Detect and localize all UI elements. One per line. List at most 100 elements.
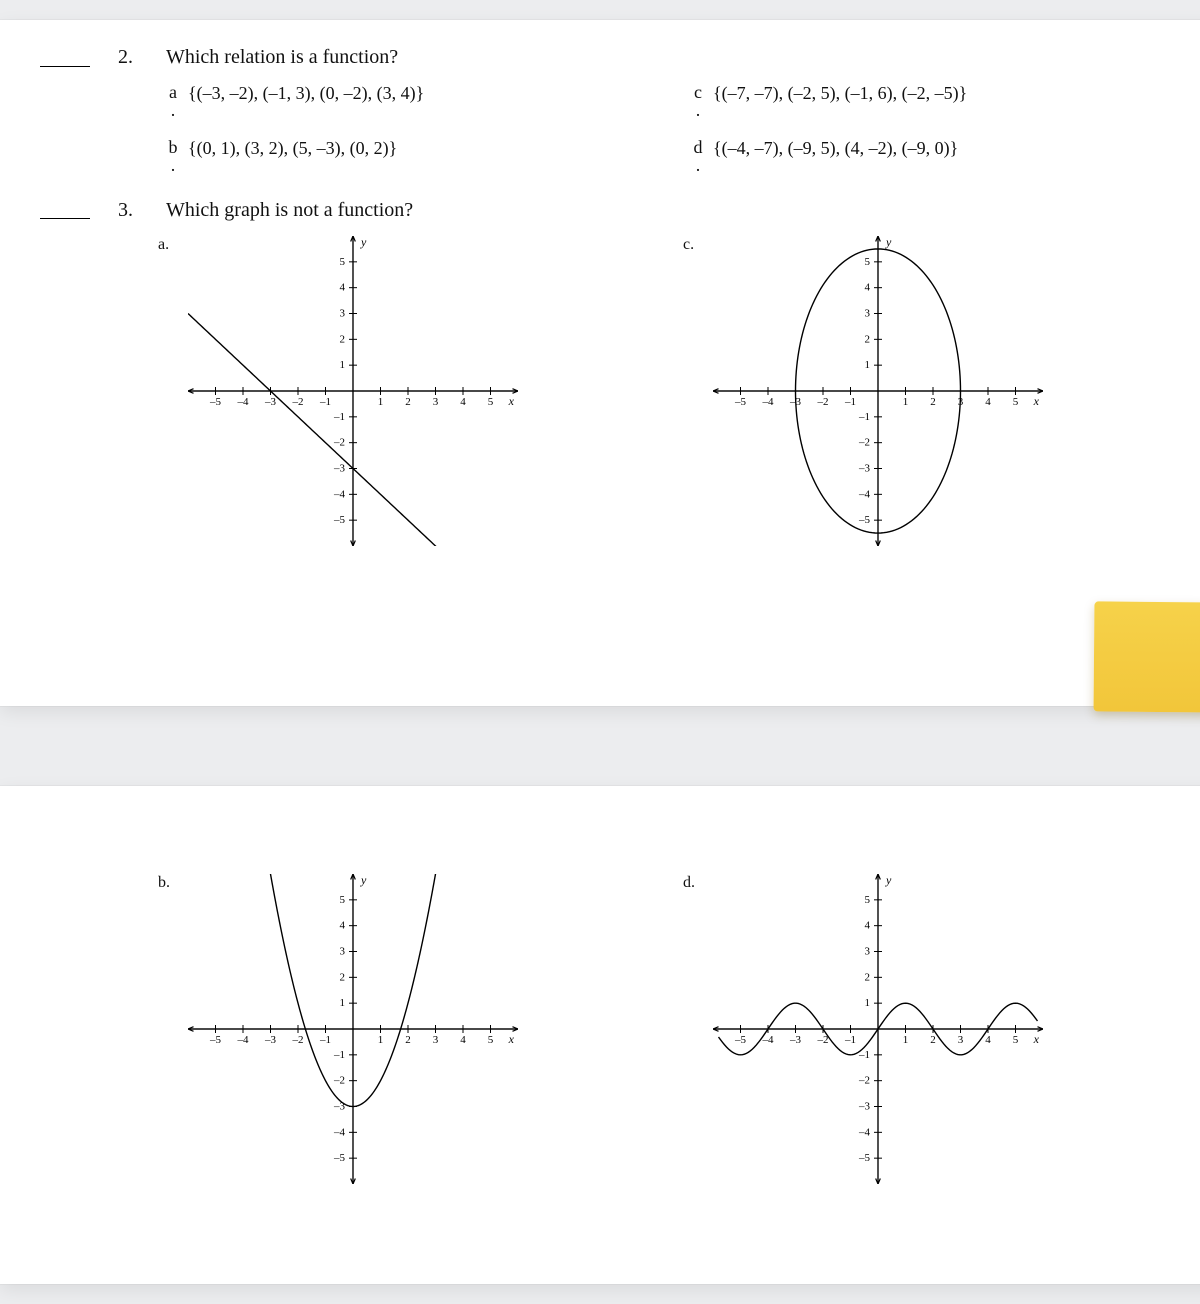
svg-text:2: 2 xyxy=(865,333,871,345)
choice-letter: d xyxy=(683,874,691,891)
svg-text:3: 3 xyxy=(340,307,346,319)
svg-text:–4: –4 xyxy=(237,1034,250,1046)
choice-letter: b xyxy=(169,138,178,156)
q2-choices: a. {(–3, –2), (–1, 3), (0, –2), (3, 4)} … xyxy=(158,83,1160,171)
choice-letter: d xyxy=(694,138,703,156)
svg-text:3: 3 xyxy=(340,945,346,957)
svg-text:1: 1 xyxy=(340,997,346,1009)
choice-value: {(–7, –7), (–2, 5), (–1, 6), (–2, –5)} xyxy=(713,83,1160,104)
q3-text: Which graph is not a function? xyxy=(166,199,1160,222)
graph-a: –5–4–3–2–112345–5–4–3–2–112345xy xyxy=(188,236,518,546)
svg-text:2: 2 xyxy=(930,1034,936,1046)
svg-text:–2: –2 xyxy=(333,1074,345,1086)
q3-choice-b[interactable]: b. –5–4–3–2–112345–5–4–3–2–112345xy xyxy=(158,874,635,1184)
dot-icon: . xyxy=(171,160,176,171)
svg-text:–4: –4 xyxy=(333,1126,346,1138)
svg-text:–2: –2 xyxy=(817,1034,829,1046)
svg-text:–1: –1 xyxy=(319,396,331,408)
q3-choices-row2: b. –5 –4 –3 –2 –1 1 2 3 4 5 –5 –4 –3 –2 –1 1 2 3 4 5 x y d. –… xyxy=(158,874,1160,1184)
q2-text: Which relation is a function? xyxy=(166,46,1160,69)
svg-text:1: 1 xyxy=(865,359,871,371)
svg-text:5: 5 xyxy=(865,255,871,267)
graph-d: –5–4–3–2–112345–5–4–3–2–112345xy xyxy=(713,874,1043,1184)
svg-text:–1: –1 xyxy=(319,1034,331,1046)
svg-text:2: 2 xyxy=(405,396,411,408)
svg-text:–5: –5 xyxy=(858,1152,871,1164)
q3-choice-c[interactable]: c. –5–4–3–2–112345–5–4–3–2–112345xy xyxy=(683,236,1160,546)
dot-icon: . xyxy=(696,105,701,116)
svg-text:–3: –3 xyxy=(333,462,346,474)
svg-text:1: 1 xyxy=(378,1034,384,1046)
svg-text:–5: –5 xyxy=(333,514,346,526)
svg-text:1: 1 xyxy=(903,396,909,408)
sticky-note-icon xyxy=(1094,601,1200,712)
svg-text:3: 3 xyxy=(958,1034,964,1046)
svg-text:2: 2 xyxy=(930,396,936,408)
choice-letter: a xyxy=(169,83,177,101)
svg-text:–3: –3 xyxy=(858,462,871,474)
q2-choice-d[interactable]: d. {(–4, –7), (–9, 5), (4, –2), (–9, 0)} xyxy=(683,138,1160,171)
svg-text:5: 5 xyxy=(488,396,494,408)
svg-text:3: 3 xyxy=(865,945,871,957)
svg-text:5: 5 xyxy=(865,893,871,905)
svg-text:2: 2 xyxy=(340,971,346,983)
choice-value: {(–4, –7), (–9, 5), (4, –2), (–9, 0)} xyxy=(713,138,1160,159)
svg-text:–4: –4 xyxy=(858,1126,871,1138)
q2-choice-a[interactable]: a. {(–3, –2), (–1, 3), (0, –2), (3, 4)} xyxy=(158,83,635,116)
svg-text:–4: –4 xyxy=(762,396,775,408)
svg-text:–2: –2 xyxy=(858,1074,870,1086)
svg-text:–1: –1 xyxy=(333,1048,345,1060)
svg-text:–3: –3 xyxy=(789,1034,802,1046)
svg-text:4: 4 xyxy=(985,1034,991,1046)
svg-text:1: 1 xyxy=(340,359,346,371)
dot-icon: . xyxy=(171,105,176,116)
q2-choice-c[interactable]: c. {(–7, –7), (–2, 5), (–1, 6), (–2, –5)… xyxy=(683,83,1160,116)
graph-c: –5–4–3–2–112345–5–4–3–2–112345xy xyxy=(713,236,1043,546)
svg-text:5: 5 xyxy=(340,893,346,905)
dot-icon: . xyxy=(691,874,695,891)
svg-text:3: 3 xyxy=(433,396,439,408)
svg-text:–3: –3 xyxy=(858,1100,871,1112)
svg-text:–5: –5 xyxy=(209,396,222,408)
answer-blank-q3[interactable] xyxy=(40,201,90,220)
choice-value: {(0, 1), (3, 2), (5, –3), (0, 2)} xyxy=(188,138,635,159)
svg-text:4: 4 xyxy=(460,1034,466,1046)
graph-b: –5–4–3–2–112345–5–4–3–2–112345xy xyxy=(188,874,518,1184)
q3-choice-d[interactable]: d. –5–4–3–2–112345–5–4–3–2–112345xy xyxy=(683,874,1160,1184)
svg-text:1: 1 xyxy=(903,1034,909,1046)
q3-choices-row1: a. –5–4–3–2–112345–5–4–3–2–112345xy c. –… xyxy=(158,236,1160,546)
svg-text:y: y xyxy=(885,874,892,887)
svg-text:y: y xyxy=(360,236,367,249)
answer-blank-q2[interactable] xyxy=(40,48,90,67)
svg-text:5: 5 xyxy=(1013,1034,1019,1046)
choice-value: {(–3, –2), (–1, 3), (0, –2), (3, 4)} xyxy=(188,83,635,104)
svg-text:3: 3 xyxy=(865,307,871,319)
svg-text:–2: –2 xyxy=(817,396,829,408)
q2-choice-b[interactable]: b. {(0, 1), (3, 2), (5, –3), (0, 2)} xyxy=(158,138,635,171)
svg-text:–4: –4 xyxy=(858,488,871,500)
svg-text:–2: –2 xyxy=(292,1034,304,1046)
dot-icon: . xyxy=(165,236,169,253)
q3-number: 3. xyxy=(118,199,158,222)
svg-text:4: 4 xyxy=(340,281,346,293)
q3-choice-a[interactable]: a. –5–4–3–2–112345–5–4–3–2–112345xy xyxy=(158,236,635,546)
choice-letter: c xyxy=(694,83,702,101)
svg-text:y: y xyxy=(360,874,367,887)
svg-text:4: 4 xyxy=(460,396,466,408)
dot-icon: . xyxy=(166,874,170,891)
svg-text:4: 4 xyxy=(985,396,991,408)
svg-text:1: 1 xyxy=(865,997,871,1009)
svg-text:–2: –2 xyxy=(292,396,304,408)
svg-text:x: x xyxy=(1033,1032,1040,1046)
svg-text:–5: –5 xyxy=(734,1034,747,1046)
choice-letter: b xyxy=(158,874,166,891)
svg-text:1: 1 xyxy=(378,396,384,408)
svg-text:5: 5 xyxy=(340,255,346,267)
svg-text:–5: –5 xyxy=(209,1034,222,1046)
svg-text:4: 4 xyxy=(865,919,871,931)
worksheet-page-1: 2. Which relation is a function? a. {(–3… xyxy=(0,20,1200,706)
svg-text:5: 5 xyxy=(1013,396,1019,408)
svg-text:2: 2 xyxy=(340,333,346,345)
svg-text:3: 3 xyxy=(433,1034,439,1046)
svg-text:–1: –1 xyxy=(333,410,345,422)
